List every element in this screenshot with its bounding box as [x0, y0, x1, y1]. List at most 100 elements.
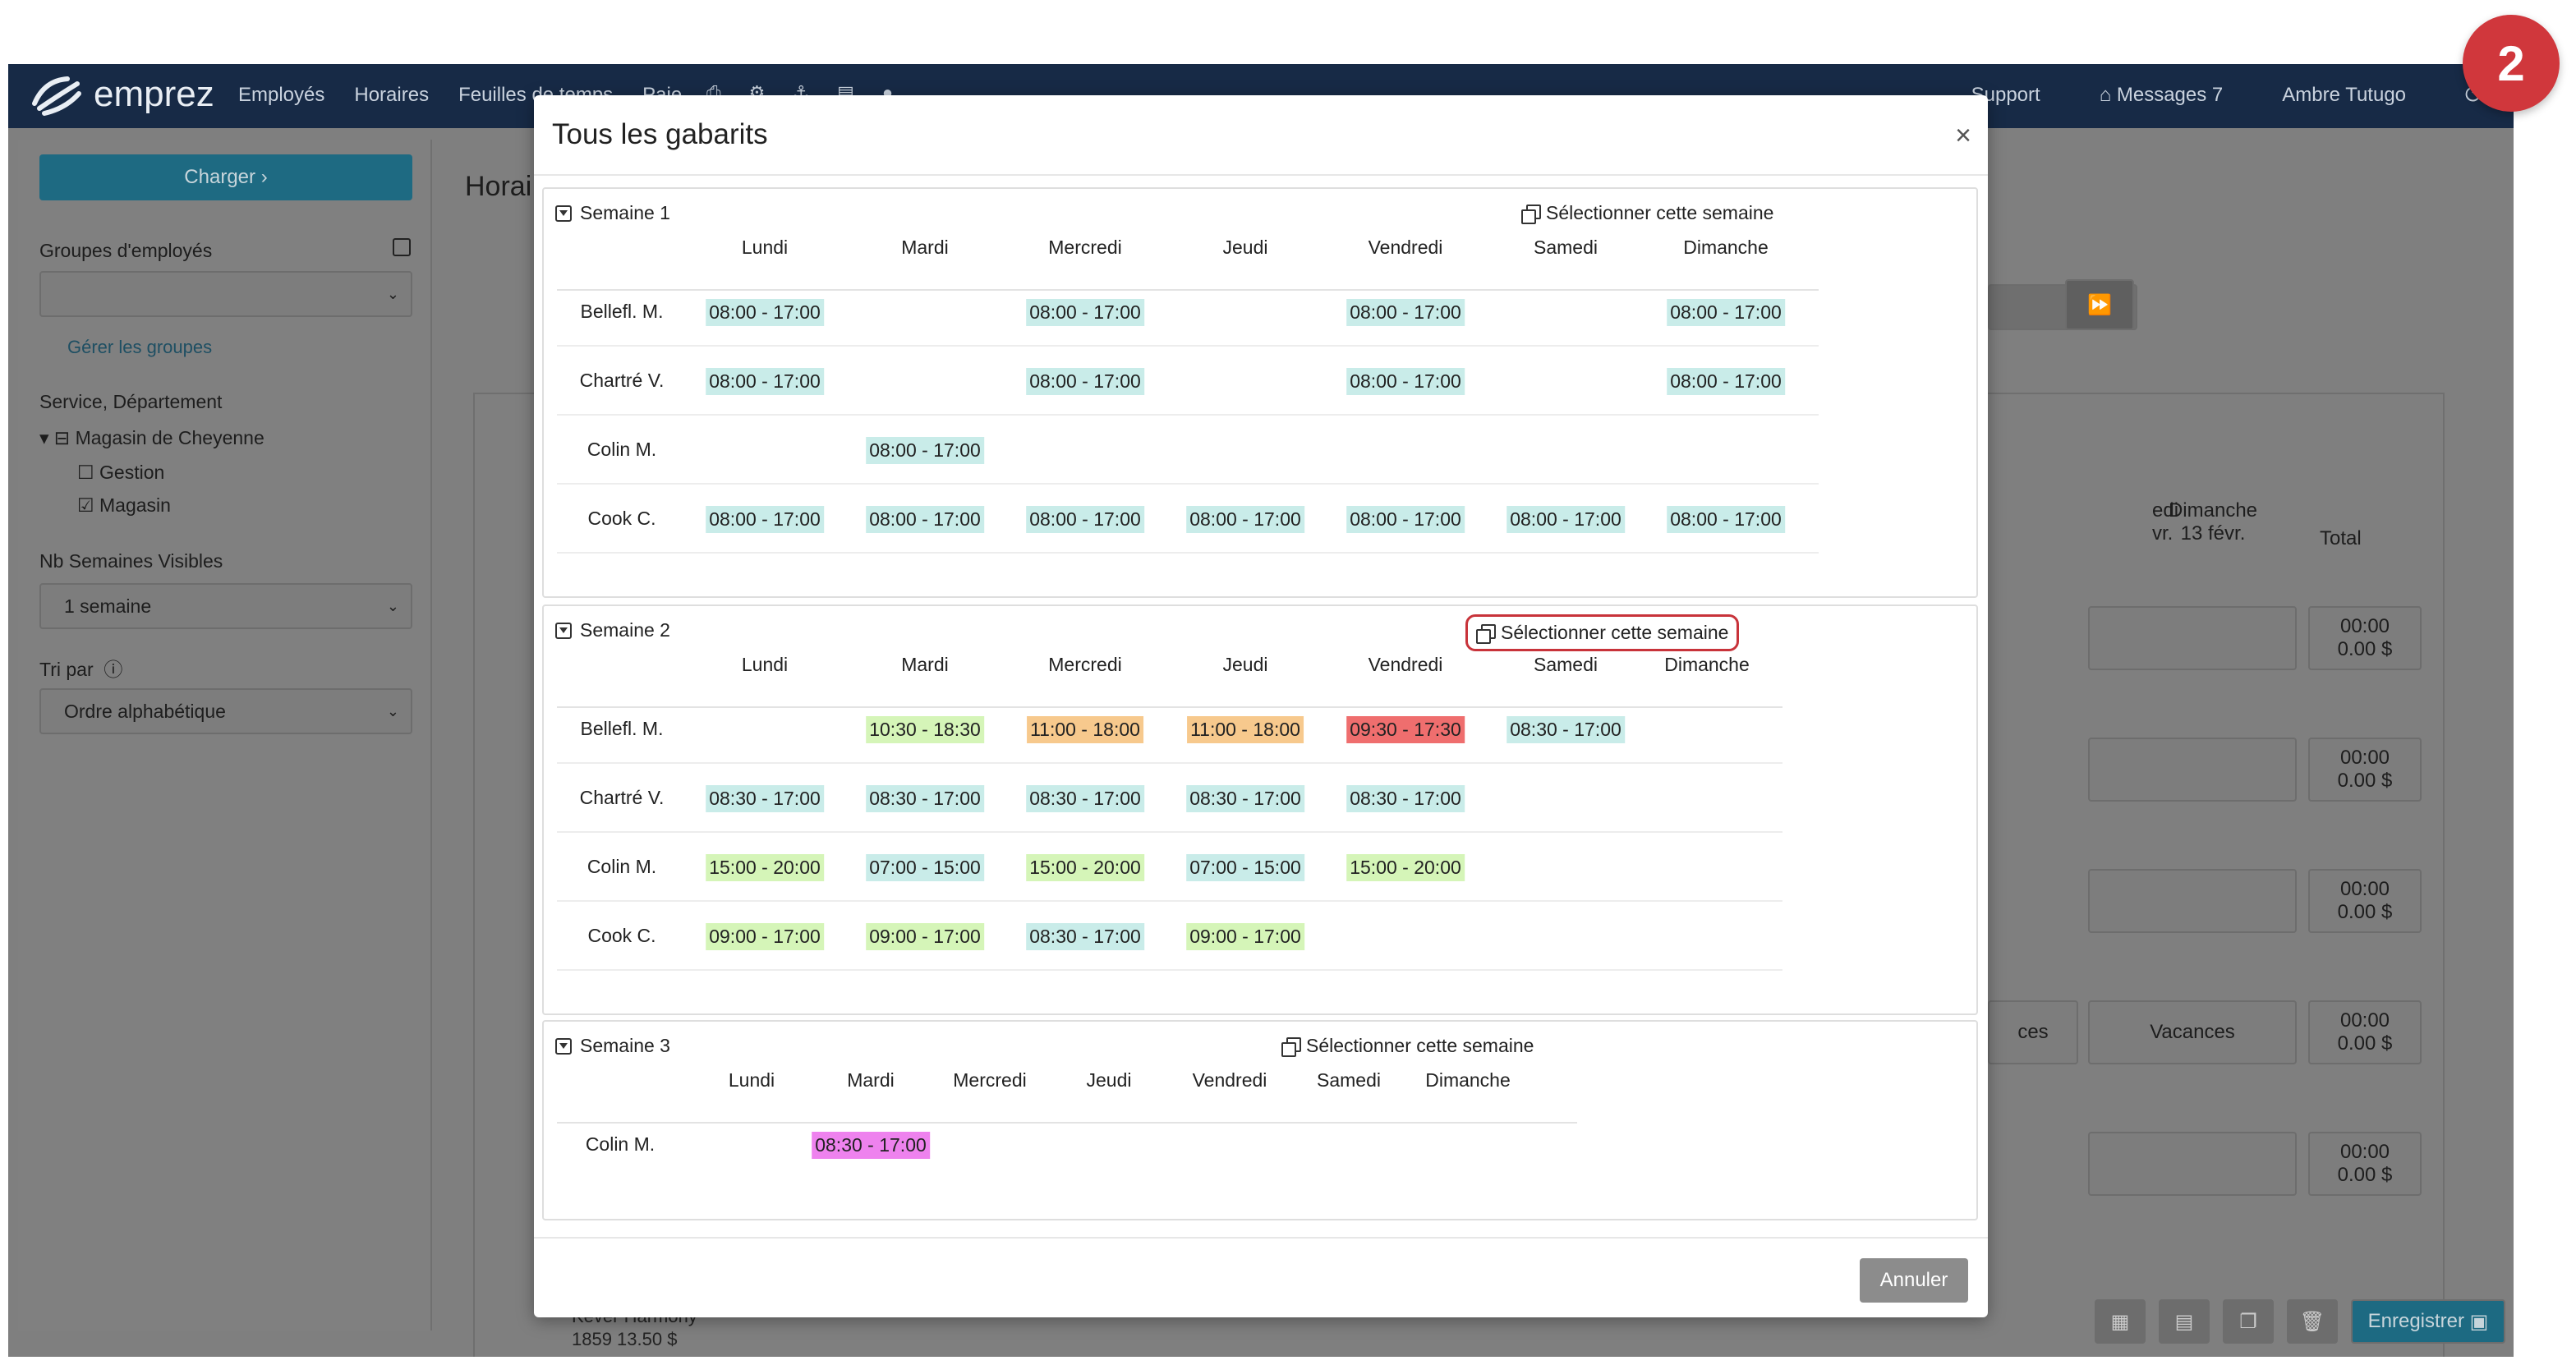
shift-cell[interactable]: 08:00 - 17:00	[1026, 506, 1144, 533]
select-week-3-button[interactable]: Sélectionner cette semaine	[1273, 1030, 1542, 1062]
nav-link-horaires[interactable]: Horaires	[354, 84, 430, 106]
collapse-icon[interactable]	[393, 238, 411, 256]
day-cell[interactable]	[2088, 869, 2297, 933]
brand-logo[interactable]: emprez	[28, 72, 214, 117]
week-3-block: Semaine 3 Sélectionner cette semaine Lun…	[542, 1020, 1978, 1220]
save-button[interactable]: Enregistrer ▣	[2351, 1299, 2505, 1344]
tree-magasin[interactable]: ☑ Magasin	[77, 494, 171, 516]
tree-gestion[interactable]: ☐ Gestion	[77, 462, 165, 483]
trash-icon[interactable]: 🗑	[2287, 1299, 2338, 1344]
sort-select[interactable]: Ordre alphabétique ⌄	[39, 688, 412, 734]
shift-cell[interactable]: 09:30 - 17:30	[1346, 716, 1465, 743]
total-cell: 00:00 0.00 $	[2308, 606, 2422, 670]
load-button[interactable]: Charger ›	[39, 154, 412, 200]
shift-cell[interactable]: 08:00 - 17:00	[866, 437, 984, 464]
shift-cell[interactable]: 08:00 - 17:00	[1667, 506, 1785, 533]
shift-cell[interactable]: 08:30 - 17:00	[1026, 923, 1144, 950]
shift-cell[interactable]: 08:00 - 17:00	[1506, 506, 1625, 533]
shift-cell[interactable]: 08:00 - 17:00	[1026, 299, 1144, 326]
shift-cell[interactable]: 08:00 - 17:00	[1667, 368, 1785, 395]
vacances-cell[interactable]: Vacances	[2088, 1000, 2297, 1064]
nav-user[interactable]: Ambre Tutugo	[2282, 84, 2407, 106]
week-2-header[interactable]: Semaine 2	[555, 619, 670, 641]
shift-cell[interactable]: 11:00 - 18:00	[1027, 716, 1143, 743]
total-cell: 00:00 0.00 $	[2308, 738, 2422, 802]
week-1-header[interactable]: Semaine 1	[555, 202, 670, 224]
info-icon[interactable]: ⓘ	[104, 659, 123, 680]
col-dimanche-date: 13 févr.	[2180, 522, 2246, 545]
day-cell[interactable]	[2088, 738, 2297, 802]
day-header-samedi: Samedi	[1534, 237, 1598, 258]
save-label: Enregistrer	[2367, 1310, 2464, 1332]
nav-messages[interactable]: ⌂ Messages 7	[2100, 84, 2224, 107]
shift-cell[interactable]: 08:00 - 17:00	[706, 299, 824, 326]
collapse-icon	[555, 1037, 572, 1055]
shift-cell[interactable]: 09:00 - 17:00	[1186, 923, 1304, 950]
tree-store[interactable]: ▾ ⊟ Magasin de Cheyenne	[39, 427, 264, 448]
sort-label-text: Tri par	[39, 659, 94, 680]
day-header-vendredi: Vendredi	[1192, 1069, 1267, 1091]
shift-cell[interactable]: 07:00 - 15:00	[866, 854, 984, 881]
excel-icon[interactable]: ▦	[2095, 1299, 2146, 1344]
magasin-label: Magasin	[99, 494, 171, 516]
row-divider	[557, 552, 1819, 554]
shift-cell[interactable]: 15:00 - 20:00	[1346, 854, 1465, 881]
week-3-header[interactable]: Semaine 3	[555, 1035, 670, 1057]
employee-name: Colin M.	[586, 856, 657, 877]
copy-icon[interactable]: ❐	[2223, 1299, 2274, 1344]
shift-cell[interactable]: 08:30 - 17:00	[1026, 785, 1144, 812]
day-header-mercredi: Mercredi	[953, 1069, 1027, 1091]
shift-cell[interactable]: 10:30 - 18:30	[866, 716, 984, 743]
shift-cell[interactable]: 08:30 - 17:00	[1506, 716, 1625, 743]
shift-cell[interactable]: 15:00 - 20:00	[706, 854, 824, 881]
week-1-block: Semaine 1 Sélectionner cette semaine Lun…	[542, 187, 1978, 598]
weeks-select[interactable]: 1 semaine ⌄	[39, 583, 412, 629]
pdf-icon[interactable]: ▤	[2159, 1299, 2210, 1344]
cancel-button[interactable]: Annuler	[1860, 1258, 1968, 1303]
shift-cell[interactable]: 08:00 - 17:00	[706, 506, 824, 533]
shift-cell[interactable]: 09:00 - 17:00	[706, 923, 824, 950]
shift-cell[interactable]: 15:00 - 20:00	[1026, 854, 1144, 881]
manage-groups-link[interactable]: Gérer les groupes	[67, 337, 213, 357]
day-header-samedi: Samedi	[1534, 654, 1598, 675]
shift-cell[interactable]: 08:00 - 17:00	[1186, 506, 1304, 533]
col-total-header: Total	[2320, 527, 2362, 549]
close-icon[interactable]: ×	[1955, 120, 1971, 151]
groups-select[interactable]: ⌄	[39, 271, 412, 317]
day-cell[interactable]	[2088, 1132, 2297, 1196]
shift-cell[interactable]: 08:30 - 17:00	[866, 785, 984, 812]
select-week-2-button[interactable]: Sélectionner cette semaine	[1465, 614, 1740, 651]
select-week-label: Sélectionner cette semaine	[1306, 1035, 1534, 1056]
shift-cell[interactable]: 11:00 - 18:00	[1187, 716, 1304, 743]
employee-name: Bellefl. M.	[580, 718, 664, 739]
shift-cell[interactable]: 09:00 - 17:00	[866, 923, 984, 950]
shift-cell[interactable]: 08:00 - 17:00	[866, 506, 984, 533]
shift-cell[interactable]: 08:00 - 17:00	[1026, 368, 1144, 395]
shift-cell[interactable]: 08:30 - 17:00	[706, 785, 824, 812]
day-header-vendredi: Vendredi	[1368, 654, 1443, 675]
total-money: 0.00 $	[2337, 1164, 2393, 1186]
shift-cell[interactable]: 08:00 - 17:00	[1346, 299, 1465, 326]
sort-label: Tri par ⓘ	[39, 654, 122, 682]
col-partial-header: edi vr.	[2152, 499, 2178, 545]
shift-cell[interactable]: 08:00 - 17:00	[1346, 368, 1465, 395]
total-time: 00:00	[2339, 878, 2390, 900]
vacances-partial-cell[interactable]: ces	[1988, 1000, 2078, 1064]
step-badge: 2	[2463, 15, 2560, 112]
nav-link-employes[interactable]: Employés	[238, 84, 325, 106]
shift-cell[interactable]: 08:00 - 17:00	[1346, 506, 1465, 533]
left-sidebar: Charger › Groupes d'employés ⌄ Gérer les…	[18, 140, 432, 1331]
shift-cell[interactable]: 08:30 - 17:00	[1186, 785, 1304, 812]
fast-forward-button[interactable]: ⏩	[2065, 279, 2134, 330]
select-week-1-button[interactable]: Sélectionner cette semaine	[1513, 197, 1782, 229]
shift-cell[interactable]: 08:00 - 17:00	[706, 368, 824, 395]
shift-cell[interactable]: 08:30 - 17:00	[812, 1132, 930, 1159]
shift-cell[interactable]: 08:00 - 17:00	[1667, 299, 1785, 326]
copy-icon	[1281, 1036, 1301, 1057]
shift-cell[interactable]: 07:00 - 15:00	[1186, 854, 1304, 881]
gestion-label: Gestion	[99, 462, 165, 483]
brand-name: emprez	[94, 74, 214, 114]
day-header-mardi: Mardi	[901, 237, 949, 258]
day-cell[interactable]	[2088, 606, 2297, 670]
shift-cell[interactable]: 08:30 - 17:00	[1346, 785, 1465, 812]
